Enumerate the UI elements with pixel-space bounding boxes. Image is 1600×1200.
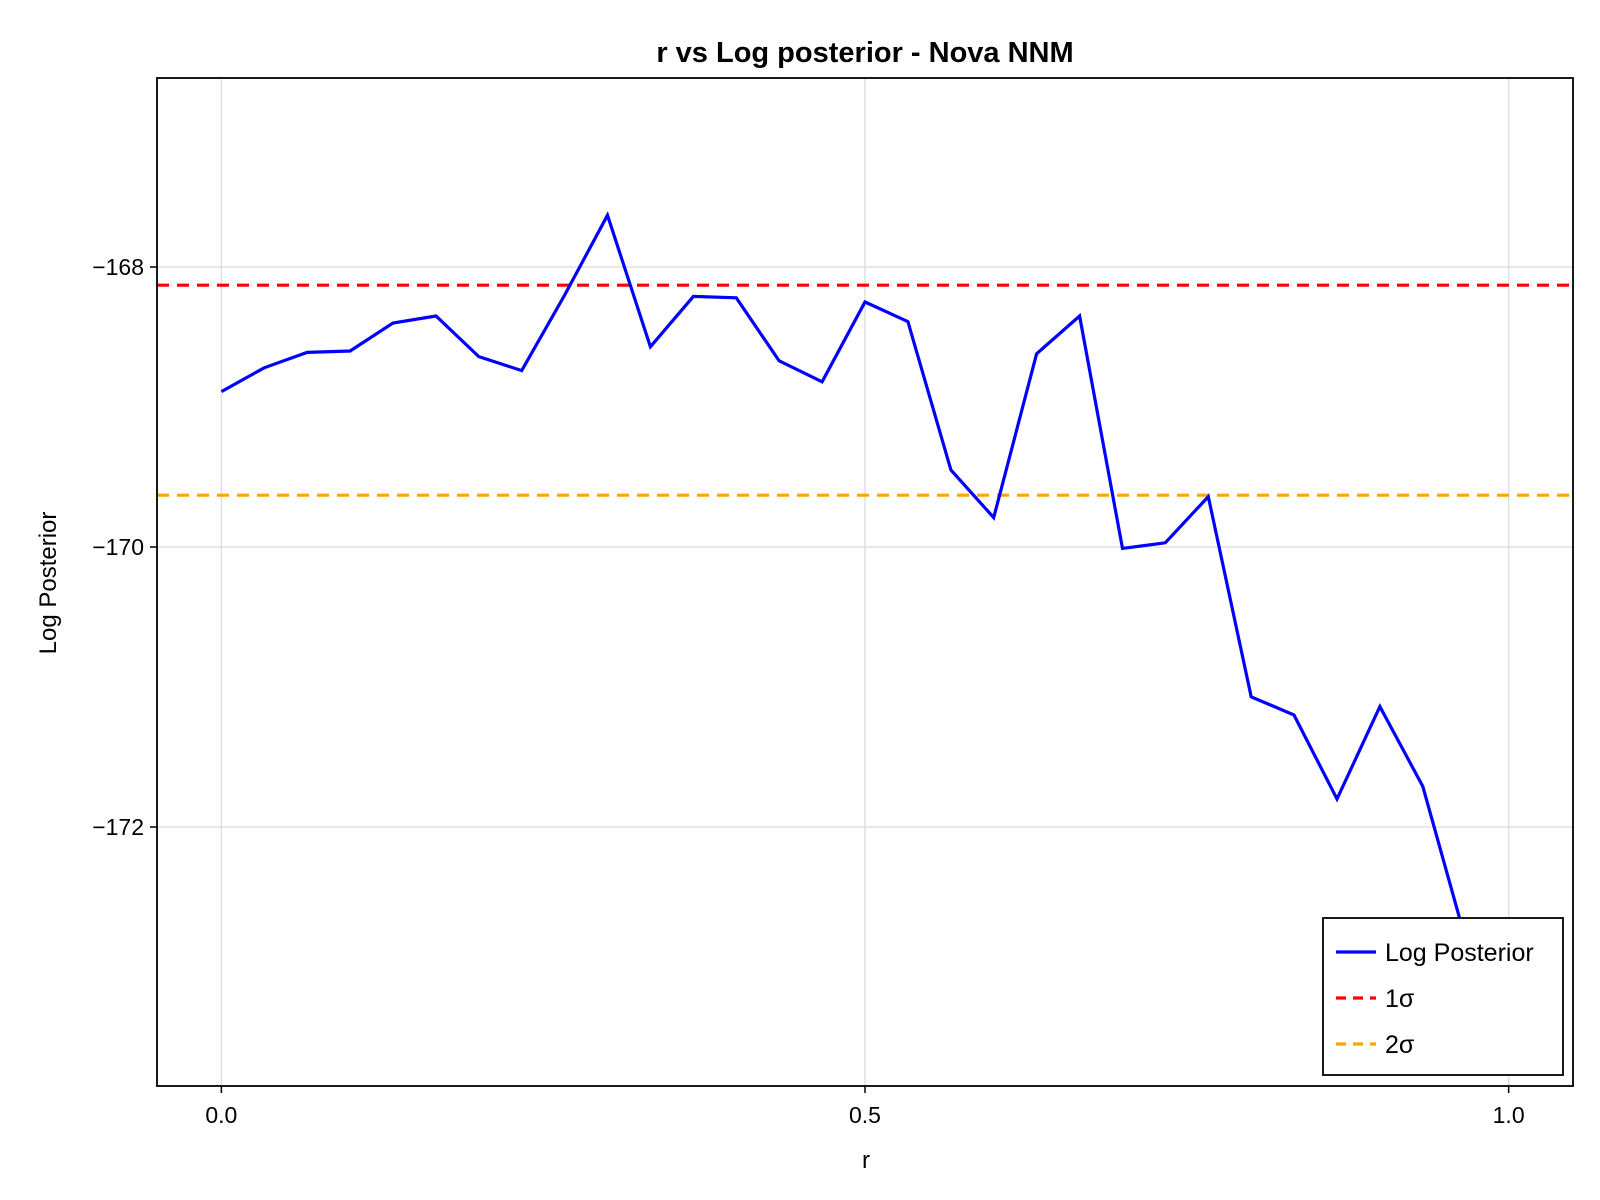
x-tick-label: 1.0 bbox=[1493, 1102, 1525, 1128]
legend-entry-label: 2σ bbox=[1385, 1031, 1415, 1059]
x-axis-label: r bbox=[862, 1147, 870, 1174]
y-axis-label: Log Posterior bbox=[35, 512, 62, 655]
chart-title: r vs Log posterior - Nova NNM bbox=[656, 37, 1073, 69]
x-tick-label: 0.5 bbox=[849, 1102, 881, 1128]
legend-entry-label: Log Posterior bbox=[1385, 939, 1534, 967]
tick-labels: 0.0 0.5 1.0 −168 −170 −172 bbox=[92, 254, 1524, 1128]
log-posterior-line bbox=[220, 211, 1468, 941]
y-tick-label: −172 bbox=[92, 814, 144, 840]
y-tick-label: −168 bbox=[92, 254, 144, 280]
y-tick-label: −170 bbox=[92, 534, 144, 560]
legend: Log Posterior 1σ 2σ bbox=[1322, 917, 1564, 1076]
x-tick-label: 0.0 bbox=[205, 1102, 237, 1128]
plot-series bbox=[157, 211, 1573, 941]
grid bbox=[157, 78, 1573, 1086]
legend-entry-label: 1σ bbox=[1385, 985, 1415, 1013]
